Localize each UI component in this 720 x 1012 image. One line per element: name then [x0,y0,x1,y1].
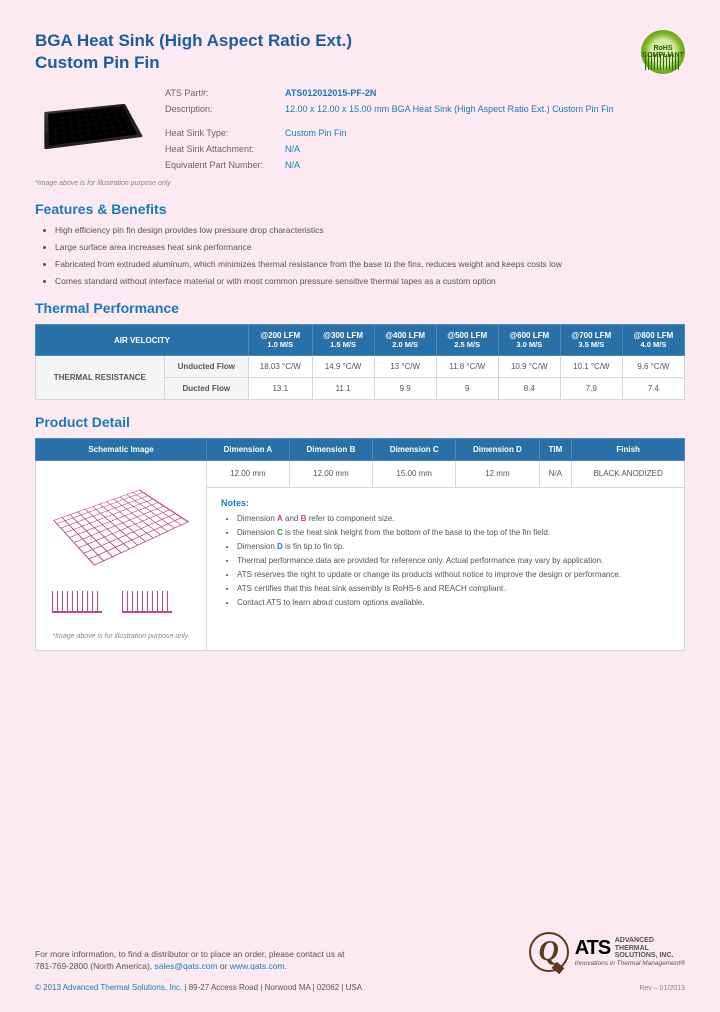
schematic-cell: *Image above is for illustration purpose… [36,461,207,651]
spec-label: Description: [165,104,285,114]
note-item: Thermal performance data are provided fo… [237,556,670,565]
detail-col: Dimension D [456,439,539,461]
thermal-cell: 9 [436,378,498,400]
detail-cell: 12 mm [456,461,539,488]
detail-col: Dimension A [207,439,290,461]
note-item: Dimension D is fin tip to fin tip. [237,542,670,551]
notes-cell: Notes: Dimension A and B refer to compon… [207,487,685,650]
spec-val: 12.00 x 12.00 x 15.00 mm BGA Heat Sink (… [285,104,614,114]
row-header: THERMAL RESISTANCE [36,356,165,400]
note-item: ATS reserves the right to update or chan… [237,570,670,579]
note-item: Contact ATS to learn about custom option… [237,598,670,607]
spec-val: N/A [285,160,300,170]
company-logo: Q ATS ADVANCEDTHERMALSOLUTIONS, INC. Inn… [529,932,685,972]
feature-item: Comes standard without interface materia… [55,276,685,286]
note-item: Dimension A and B refer to component siz… [237,514,670,523]
rohs-text: RoHS COMPLIANT [641,45,685,59]
schematic-note: *Image above is for illustration purpose… [46,633,196,640]
thermal-cell: 9.9 [374,378,436,400]
side-view [122,591,172,613]
detail-col: Schematic Image [36,439,207,461]
page-title-2: Custom Pin Fin [35,52,352,74]
thermal-cell: 7.9 [560,378,622,400]
thermal-col: @700 LFM3.5 M/S [560,325,622,356]
spec-val: N/A [285,144,300,154]
page-title-1: BGA Heat Sink (High Aspect Ratio Ext.) [35,30,352,52]
spec-label: Heat Sink Type: [165,128,285,138]
thermal-col: @200 LFM1.0 M/S [248,325,312,356]
detail-cell: BLACK ANODIZED [572,461,685,488]
footer-phone: 781-769-2800 (North America), [35,961,152,971]
thermal-col: @400 LFM2.0 M/S [374,325,436,356]
copyright: © 2013 Advanced Thermal Solutions, Inc. [35,983,182,992]
footer-web[interactable]: www.qats.com [230,961,285,971]
detail-col: Dimension B [289,439,372,461]
footer-email[interactable]: sales@qats.com [155,961,218,971]
thermal-table: AIR VELOCITY@200 LFM1.0 M/S@300 LFM1.5 M… [35,324,685,400]
footer: For more information, to find a distribu… [35,948,685,993]
side-view [52,591,102,613]
thermal-col: @500 LFM2.5 M/S [436,325,498,356]
thermal-cell: 7.4 [622,378,684,400]
detail-col: Finish [572,439,685,461]
thermal-cell: 10.9 °C/W [498,356,560,378]
thermal-cell: 18.03 °C/W [248,356,312,378]
thermal-cell: 11.1 [312,378,374,400]
thermal-col: @600 LFM3.0 M/S [498,325,560,356]
footer-addr: | 89-27 Access Road | Norwood MA | 02062… [182,983,362,992]
revision: Rev – 01/2013 [639,985,685,992]
image-note: *Image above is for illustration purpose… [35,180,685,187]
spec-val: Custom Pin Fin [285,128,347,138]
spec-label: Equivalent Part Number: [165,160,285,170]
q-logo-icon: Q [529,932,569,972]
spec-table: ATS Part#:ATS012012015-PF-2N Description… [165,88,685,176]
feature-item: Fabricated from extruded aluminum, which… [55,259,685,269]
detail-col: TIM [539,439,572,461]
features-heading: Features & Benefits [35,201,685,217]
spec-label: Heat Sink Attachment: [165,144,285,154]
thermal-cell: 11.8 °C/W [436,356,498,378]
thermal-heading: Thermal Performance [35,300,685,316]
detail-heading: Product Detail [35,414,685,430]
thermal-cell: 13.1 [248,378,312,400]
spec-val: ATS012012015-PF-2N [285,88,376,98]
features-list: High efficiency pin fin design provides … [35,225,685,286]
detail-cell: 12.00 mm [207,461,290,488]
row-label: Unducted Flow [164,356,248,378]
th-air: AIR VELOCITY [36,325,249,356]
rohs-badge: RoHS COMPLIANT [641,30,685,74]
thermal-cell: 9.6 °C/W [622,356,684,378]
schematic-iso [53,490,189,566]
thermal-cell: 8.4 [498,378,560,400]
note-item: Dimension C is the heat sink height from… [237,528,670,537]
thermal-cell: 14.9 °C/W [312,356,374,378]
note-item: ATS certifies that this heat sink assemb… [237,584,670,593]
detail-cell: N/A [539,461,572,488]
row-label: Ducted Flow [164,378,248,400]
thermal-cell: 13 °C/W [374,356,436,378]
detail-col: Dimension C [373,439,456,461]
feature-item: Large surface area increases heat sink p… [55,242,685,252]
thermal-col: @300 LFM1.5 M/S [312,325,374,356]
spec-label: ATS Part#: [165,88,285,98]
footer-line: For more information, to find a distribu… [35,949,344,959]
detail-cell: 15.00 mm [373,461,456,488]
detail-table: Schematic ImageDimension ADimension BDim… [35,438,685,651]
product-image [35,96,145,166]
ats-text: ATS [575,937,611,960]
thermal-cell: 10.1 °C/W [560,356,622,378]
thermal-col: @800 LFM4.0 M/S [622,325,684,356]
footer-or: or [218,961,230,971]
feature-item: High efficiency pin fin design provides … [55,225,685,235]
detail-cell: 12.00 mm [289,461,372,488]
ats-tagline: Innovations in Thermal Management® [575,960,685,967]
notes-heading: Notes: [221,498,670,508]
